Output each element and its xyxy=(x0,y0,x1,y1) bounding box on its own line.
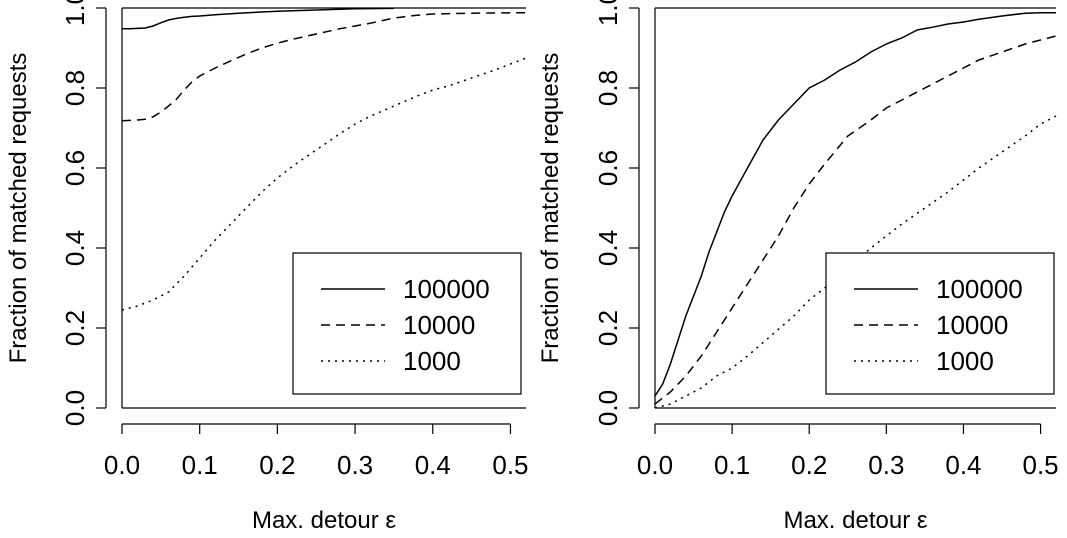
x-tick-label: 0.1 xyxy=(182,450,218,480)
x-tick-label: 0.5 xyxy=(1022,450,1058,480)
x-axis: 0.0 0.1 0.2 0.3 0.4 0.5 xyxy=(637,423,1059,480)
y-axis-label: Fraction of matched requests xyxy=(537,53,564,364)
legend: 100000 10000 1000 xyxy=(292,252,522,395)
x-tick-label: 0.2 xyxy=(791,450,827,480)
y-tick-label: 0.2 xyxy=(60,310,90,346)
legend-box xyxy=(825,252,1055,395)
legend-label: 1000 xyxy=(403,346,461,376)
series-line-10000 xyxy=(121,12,526,122)
x-tick-label: 0.0 xyxy=(104,450,140,480)
x-tick-label: 0.2 xyxy=(259,450,295,480)
legend-label: 10000 xyxy=(936,310,1008,340)
y-tick-label: 0.4 xyxy=(60,230,90,266)
series-line-1000 xyxy=(654,115,1057,409)
x-tick-label: 0.3 xyxy=(337,450,373,480)
x-tick-label: 0.3 xyxy=(868,450,904,480)
x-axis-label: Max. detour ε xyxy=(783,507,927,534)
legend-label: 100000 xyxy=(403,274,490,304)
y-tick-label: 0.8 xyxy=(60,70,90,106)
legend: 100000 10000 1000 xyxy=(825,252,1055,395)
y-tick-label: 0.6 xyxy=(593,150,623,186)
legend-label: 100000 xyxy=(936,274,1023,304)
legend-label: 10000 xyxy=(403,310,475,340)
y-tick-label: 1.0 xyxy=(60,0,90,26)
series-line-10000 xyxy=(654,35,1057,405)
series-group xyxy=(654,12,1057,409)
chart-panel-2: 0.0 0.1 0.2 0.3 0.4 0.5 0.0 0.2 0.4 0.6 0.8 1.0 Max.… xyxy=(537,0,1059,534)
legend-box xyxy=(292,252,522,395)
y-tick-label: 1.0 xyxy=(593,0,623,26)
x-axis-label: Max. detour ε xyxy=(252,507,396,534)
x-axis: 0.0 0.1 0.2 0.3 0.4 0.5 xyxy=(104,423,529,480)
y-tick-label: 0.4 xyxy=(593,230,623,266)
y-tick-label: 0.0 xyxy=(60,390,90,426)
x-tick-label: 0.5 xyxy=(492,450,528,480)
y-axis: 0.0 0.2 0.4 0.6 0.8 1.0 xyxy=(593,0,640,426)
series-group xyxy=(121,7,527,311)
x-tick-label: 0.0 xyxy=(637,450,673,480)
y-tick-label: 0.8 xyxy=(593,70,623,106)
series-line-100000 xyxy=(654,12,1056,397)
x-tick-label: 0.1 xyxy=(714,450,750,480)
y-tick-label: 0.2 xyxy=(593,310,623,346)
y-tick-label: 0.6 xyxy=(60,150,90,186)
series-line-100000 xyxy=(122,7,394,30)
legend-label: 1000 xyxy=(936,346,994,376)
chart-panel-1: 0.0 0.1 0.2 0.3 0.4 0.5 0.0 0.2 0.4 0.6 0.8 1.0 Max.… xyxy=(5,0,529,534)
y-axis: 0.0 0.2 0.4 0.6 0.8 1.0 xyxy=(60,0,107,426)
x-tick-label: 0.4 xyxy=(945,450,981,480)
y-tick-label: 0.0 xyxy=(593,390,623,426)
x-tick-label: 0.4 xyxy=(415,450,451,480)
y-axis-label: Fraction of matched requests xyxy=(5,53,32,364)
